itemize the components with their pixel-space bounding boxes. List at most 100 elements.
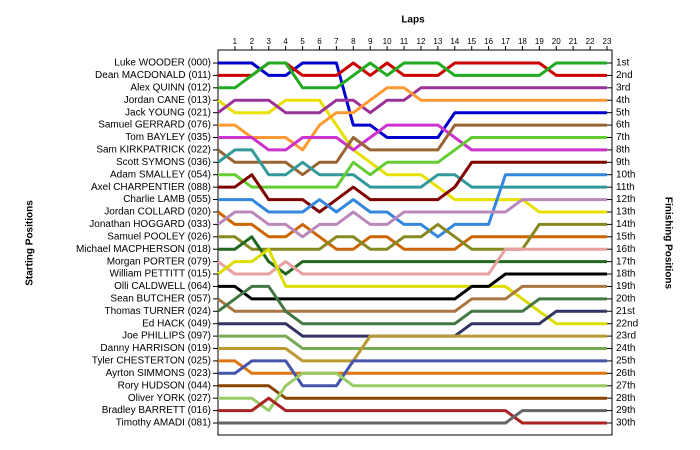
y-tick-label: Tyler CHESTERTON (025)	[92, 356, 211, 367]
y-tick-label: Olli CALDWELL (064)	[114, 281, 211, 292]
x-tick-label: 23	[603, 37, 612, 46]
y-tick-label: Jordan COLLARD (020)	[104, 207, 211, 218]
y-tick-label: Danny HARRISON (019)	[100, 343, 211, 354]
y2-tick-label: 8th	[616, 145, 630, 156]
series-line	[218, 123, 607, 152]
y-tick-label: Sean BUTCHER (057)	[110, 294, 211, 305]
y-tick-label: Sam KIRKPATRICK (022)	[96, 145, 211, 156]
series-line	[218, 160, 607, 214]
y2-tick-label: 18th	[616, 269, 635, 280]
series-line	[218, 173, 607, 239]
series-line	[218, 136, 607, 189]
series-line	[218, 409, 607, 425]
series-line	[218, 371, 607, 413]
series-line	[217, 198, 607, 239]
y2-tick-label: 6th	[616, 120, 630, 131]
y-tick-label: Ayrton SIMMONS (023)	[106, 368, 211, 379]
series-line	[218, 222, 607, 251]
series-line	[217, 123, 607, 177]
series-line	[217, 284, 607, 326]
y2-tick-label: 17th	[616, 256, 635, 267]
y-tick-label: Axel CHARPENTIER (088)	[91, 182, 211, 193]
y2-tick-label: 7th	[616, 132, 630, 143]
y-axis-title: Starting Positions	[25, 200, 36, 286]
y2-tick-label: 22nd	[616, 318, 638, 329]
x-tick-label: 16	[484, 37, 493, 46]
x-tick-label: 15	[467, 37, 476, 46]
y-tick-label: Dean MACDONALD (011)	[95, 70, 211, 81]
y-tick-label: Morgan PORTER (079)	[107, 256, 211, 267]
y2-tick-label: 21st	[616, 306, 635, 317]
y-tick-label: Scott SYMONS (036)	[116, 157, 211, 168]
x-axis-title: Laps	[401, 15, 425, 26]
x-tick-label: 13	[433, 37, 442, 46]
y2-tick-label: 24th	[616, 343, 635, 354]
series-line	[218, 359, 607, 388]
x-tick-label: 14	[450, 37, 459, 46]
y2-tick-label: 20th	[616, 294, 635, 305]
x-tick-label: 2	[250, 37, 255, 46]
y2-tick-label: 9th	[616, 157, 630, 168]
y2-tick-label: 3rd	[616, 82, 630, 93]
series-line	[218, 235, 607, 276]
x-tick-label: 11	[400, 37, 409, 46]
y-tick-label: Samuel GERRARD (076)	[98, 120, 211, 131]
x-tick-label: 4	[283, 37, 288, 46]
y2-tick-label: 12th	[616, 194, 635, 205]
x-tick-label: 7	[334, 37, 339, 46]
y-tick-label: Oliver YORK (027)	[128, 393, 211, 404]
y-tick-label: Jack YOUNG (021)	[125, 107, 211, 118]
x-tick-label: 12	[417, 37, 426, 46]
series-line	[218, 61, 607, 90]
y2-tick-label: 28th	[616, 393, 635, 404]
y2-tick-label: 25th	[616, 356, 635, 367]
y-tick-label: Bradley BARRETT (016)	[102, 405, 211, 416]
x-tick-label: 19	[535, 37, 544, 46]
x-tick-label: 1	[233, 37, 238, 46]
series-line	[218, 272, 607, 301]
y-tick-label: Charlie LAMB (055)	[123, 194, 211, 205]
x-tick-label: 17	[501, 37, 510, 46]
y-tick-label: Tom BAYLEY (035)	[125, 132, 211, 143]
x-tick-label: 21	[569, 37, 578, 46]
y2-tick-label: 29th	[616, 405, 635, 416]
y2-tick-label: 27th	[616, 380, 635, 391]
x-tick-label: 18	[518, 37, 527, 46]
series-line	[218, 86, 607, 152]
y2-tick-label: 13th	[616, 207, 635, 218]
y-tick-label: Michael MACPHERSON (018)	[76, 244, 211, 255]
y-tick-label: Ed HACK (049)	[142, 318, 211, 329]
y2-tick-label: 16th	[616, 244, 635, 255]
y-tick-label: William PETTITT (015)	[110, 269, 212, 280]
y2-tick-label: 5th	[616, 107, 630, 118]
y-tick-label: Luke WOODER (000)	[114, 58, 211, 69]
y-tick-label: Adam SMALLEY (054)	[110, 169, 211, 180]
x-tick-label: 6	[317, 37, 322, 46]
series-line	[218, 359, 607, 375]
x-tick-label: 22	[586, 37, 595, 46]
y2-tick-label: 30th	[616, 418, 635, 429]
series-line	[218, 334, 607, 350]
y2-tick-label: 15th	[616, 231, 635, 242]
y2-tick-label: 19th	[616, 281, 635, 292]
x-tick-label: 10	[383, 37, 392, 46]
y2-tick-label: 4th	[616, 95, 630, 106]
series-line	[218, 384, 607, 400]
y-tick-label: Samuel POOLEY (026)	[107, 231, 211, 242]
series-line	[217, 98, 607, 214]
series-line	[217, 210, 607, 251]
series-line	[217, 148, 607, 189]
x-tick-label: 3	[267, 37, 272, 46]
y2-tick-label: 11th	[616, 182, 635, 193]
x-tick-label: 9	[368, 37, 373, 46]
x-tick-label: 5	[300, 37, 305, 46]
y-tick-label: Jordan CANE (013)	[124, 95, 211, 106]
series-line	[218, 334, 607, 363]
y-tick-label: Thomas TURNER (024)	[104, 306, 211, 317]
y-tick-label: Rory HUDSON (044)	[118, 380, 211, 391]
y2-tick-label: 23rd	[616, 331, 636, 342]
series-line	[218, 61, 607, 139]
y-tick-label: Timothy AMADI (081)	[116, 418, 211, 429]
y2-axis-title: Finishing Positions	[662, 197, 673, 290]
